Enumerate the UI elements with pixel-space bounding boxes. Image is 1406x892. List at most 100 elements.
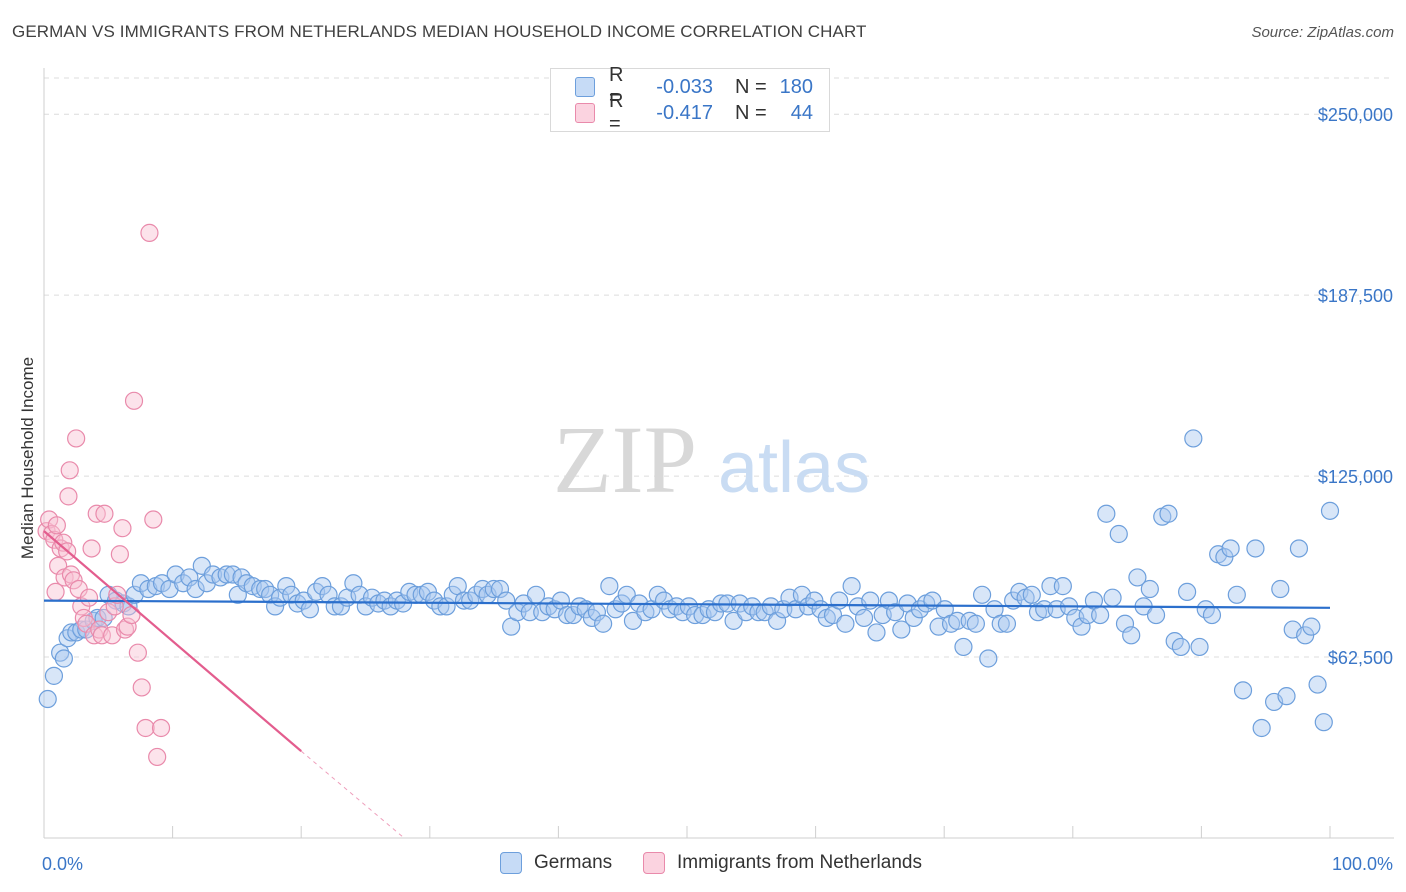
data-point-netherlands	[85, 626, 104, 645]
data-point-germans	[1041, 577, 1060, 596]
data-point-germans	[892, 620, 911, 639]
correlation-legend: R = -0.033 N = 180 R = -0.417 N = 44	[550, 64, 830, 135]
data-point-germans	[830, 591, 849, 610]
data-point-germans	[261, 585, 280, 604]
data-point-netherlands	[140, 223, 159, 242]
data-point-germans	[484, 579, 503, 599]
data-point-germans	[966, 614, 985, 633]
data-point-netherlands	[113, 519, 132, 538]
data-point-germans	[1314, 713, 1333, 732]
data-point-netherlands	[64, 571, 83, 590]
data-point-germans	[1271, 579, 1290, 599]
y-tick-labels: $62,500 $125,000 $187,500 $250,000	[1318, 105, 1393, 668]
data-point-germans	[685, 605, 705, 625]
data-point-germans	[1233, 681, 1253, 700]
data-point-germans	[861, 591, 880, 610]
data-point-germans	[1289, 539, 1309, 558]
legend-swatch-netherlands	[575, 103, 595, 123]
source-label: Source: ZipAtlas.com	[1251, 24, 1394, 41]
data-point-germans	[1122, 626, 1141, 645]
data-point-germans	[1320, 501, 1340, 520]
data-point-germans	[1202, 605, 1222, 625]
legend-swatch-netherlands	[643, 852, 665, 874]
legend-r-value: -0.417	[656, 101, 713, 124]
data-point-netherlands	[54, 533, 73, 552]
data-point-germans	[277, 577, 296, 596]
legend-n-value: 44	[790, 101, 813, 124]
data-point-netherlands	[144, 510, 163, 529]
y-tick-label: $250,000	[1318, 105, 1393, 125]
data-point-germans	[186, 579, 205, 599]
legend-r-label: R =	[609, 90, 624, 135]
data-point-netherlands	[59, 487, 78, 506]
legend-n-label: N =	[735, 101, 767, 124]
data-point-germans	[1221, 539, 1240, 558]
data-point-germans	[1053, 577, 1072, 596]
legend-row-germans: R = -0.033 N = 180	[575, 64, 813, 109]
data-point-germans	[582, 608, 602, 628]
data-point-germans	[954, 637, 973, 657]
data-point-germans	[251, 579, 270, 599]
data-point-germans	[1022, 585, 1041, 604]
data-point-netherlands	[124, 391, 144, 410]
y-tick-label: $62,500	[1328, 648, 1393, 668]
data-point-germans	[1159, 504, 1178, 523]
data-point-germans	[300, 600, 319, 619]
data-point-germans	[344, 574, 363, 593]
chart-title: GERMAN VS IMMIGRANTS FROM NETHERLANDS ME…	[12, 22, 867, 41]
data-point-germans	[1190, 637, 1209, 657]
trend-line-netherlands-extension	[300, 750, 405, 839]
legend-swatch-germans	[575, 77, 595, 97]
data-point-netherlands	[151, 718, 171, 738]
data-point-germans	[867, 623, 886, 642]
data-point-germans	[557, 605, 577, 625]
data-point-netherlands	[49, 556, 68, 575]
data-point-netherlands	[47, 516, 66, 535]
data-point-germans	[1103, 588, 1122, 607]
data-point-germans	[594, 614, 613, 633]
watermark-atlas: atlas	[718, 428, 870, 508]
data-point-germans	[180, 568, 199, 587]
data-point-germans	[1115, 614, 1135, 633]
data-point-germans	[38, 689, 57, 709]
data-point-germans	[1140, 579, 1159, 599]
data-point-germans	[62, 623, 81, 642]
data-point-germans	[1246, 539, 1265, 558]
legend-label-netherlands: Immigrants from Netherlands	[677, 852, 922, 873]
data-point-germans	[1227, 585, 1246, 604]
legend-r-label: R =	[609, 64, 624, 109]
data-point-germans	[1252, 718, 1271, 738]
data-point-netherlands	[67, 429, 86, 448]
data-point-germans	[497, 591, 516, 610]
data-point-netherlands	[118, 617, 137, 636]
data-point-germans	[600, 577, 619, 596]
trend-line-netherlands	[43, 530, 302, 752]
legend-n-value: 180	[779, 75, 813, 98]
data-point-netherlands	[132, 678, 151, 697]
legend-item-germans[interactable]: Germans	[500, 852, 612, 874]
data-point-netherlands	[95, 504, 114, 523]
legend-label-germans: Germans	[534, 852, 613, 873]
data-point-germans	[948, 611, 967, 630]
data-point-germans	[997, 614, 1017, 633]
data-point-germans	[1302, 617, 1321, 636]
x-tick-label: 100.0%	[1332, 854, 1393, 874]
data-point-netherlands	[87, 504, 106, 523]
data-point-germans	[1171, 637, 1190, 657]
data-point-germans	[991, 614, 1010, 633]
data-point-germans	[1146, 605, 1166, 625]
data-point-germans	[54, 649, 73, 668]
data-point-netherlands	[92, 626, 111, 645]
legend-item-netherlands[interactable]: Immigrants from Netherlands	[643, 852, 922, 874]
data-point-netherlands	[136, 718, 155, 738]
data-point-netherlands	[79, 588, 99, 607]
legend-n-label: N =	[735, 75, 767, 98]
data-point-germans	[1178, 582, 1197, 602]
data-point-netherlands	[105, 597, 124, 616]
data-point-germans	[1091, 605, 1110, 625]
data-point-netherlands	[148, 747, 167, 767]
trend-line-germans	[43, 599, 1331, 609]
legend-swatch-germans	[500, 852, 522, 874]
data-point-netherlands	[60, 461, 79, 480]
data-point-germans	[256, 579, 275, 599]
